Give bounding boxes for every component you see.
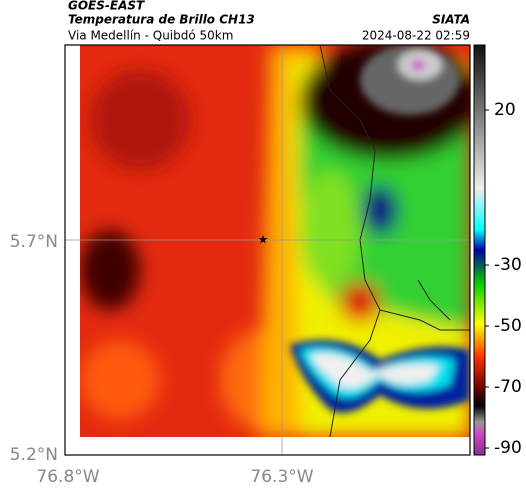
colorbar-ticks: 20 -30 -50 -70 -90 <box>485 100 522 458</box>
map-frame <box>64 44 471 456</box>
colorbar-tick-label: -70 <box>494 377 522 397</box>
colorbar-tick-label: -90 <box>494 438 522 458</box>
timestamp: 2024-08-22 02:59 <box>362 29 470 43</box>
credit: SIATA <box>432 13 470 27</box>
lat-label: 5.7°N <box>10 232 58 252</box>
title: Temperatura de Brillo CH13 <box>68 13 255 27</box>
colorbar-tick-label: 20 <box>494 100 516 120</box>
lon-label: 76.8°W <box>36 467 99 487</box>
lat-label: 5.2°N <box>10 445 58 465</box>
colorbar-tick-label: -50 <box>494 316 522 336</box>
source: GOES-EAST <box>68 0 145 13</box>
colorbar-tick-label: -30 <box>494 255 522 275</box>
subtitle: Via Medellín - Quibdó 50km <box>68 29 233 43</box>
lon-label: 76.3°W <box>250 467 313 487</box>
city-marker: ★ <box>258 233 269 247</box>
colorbar <box>473 44 486 456</box>
satellite-image <box>80 45 470 437</box>
